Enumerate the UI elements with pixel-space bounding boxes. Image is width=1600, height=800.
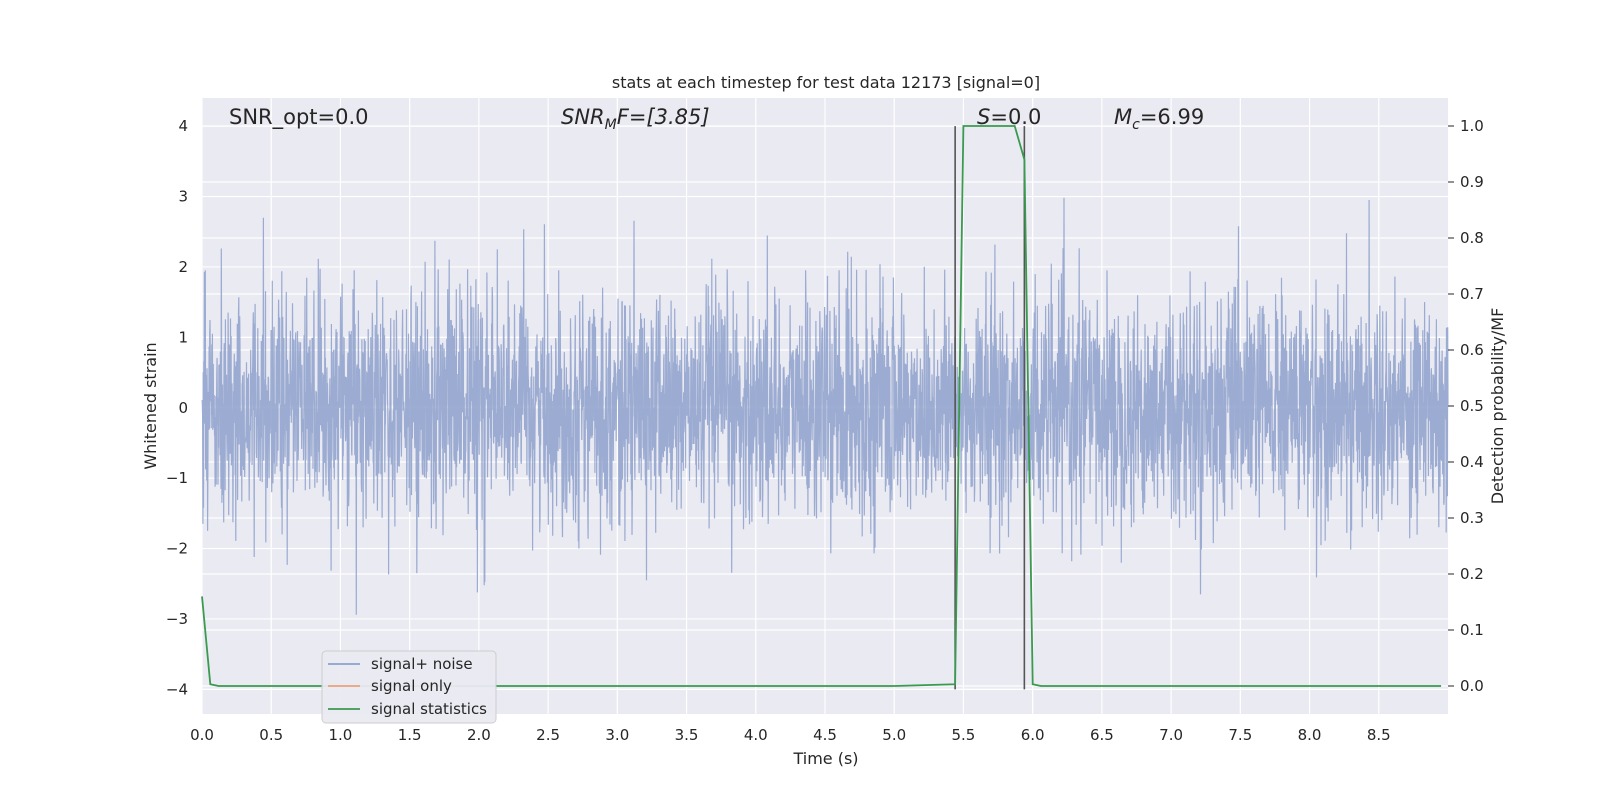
x-tick-label: 6.0 xyxy=(1021,726,1045,744)
y-right-tick-label: 0.5 xyxy=(1460,397,1484,415)
x-tick-label: 4.0 xyxy=(744,726,768,744)
y-axis-label: Whitened strain xyxy=(141,342,160,469)
y-right-tick-label: 0.4 xyxy=(1460,453,1484,471)
x-tick-label: 5.0 xyxy=(882,726,906,744)
y-right-tick-label: 0.8 xyxy=(1460,229,1484,247)
snr-mf-base: SNR xyxy=(561,105,605,129)
y-tick-label: 4 xyxy=(178,117,188,135)
x-tick-label: 6.5 xyxy=(1090,726,1114,744)
y-right-tick-label: 0.0 xyxy=(1460,677,1484,695)
chart-title: stats at each timestep for test data 121… xyxy=(612,73,1040,92)
y-right-tick-label: 1.0 xyxy=(1460,117,1484,135)
y-right-tick-label: 0.1 xyxy=(1460,621,1484,639)
x-tick-labels: 0.0 0.5 1.0 1.5 2.0 2.5 3.0 3.5 4.0 4.5 5.0 5.5 6.0 6… xyxy=(190,726,1391,744)
x-tick-label: 7.0 xyxy=(1159,726,1183,744)
y-right-tick-labels: 1.0 0.9 0.8 0.7 0.6 0.5 0.4 0.3 0.2 0.1 0.0 xyxy=(1448,117,1484,695)
legend-box xyxy=(321,650,497,724)
mc-sub: c xyxy=(1132,117,1140,133)
legend-label-signal-statistics: signal statistics xyxy=(371,700,487,718)
s-annotation: S=0.0 xyxy=(977,105,1041,129)
x-tick-label: 3.5 xyxy=(675,726,699,744)
y-tick-label: −4 xyxy=(166,680,188,698)
y-tick-label: 3 xyxy=(178,188,188,206)
y-tick-label: −2 xyxy=(166,540,188,558)
y-tick-label: 2 xyxy=(178,258,188,276)
signal-statistics-line xyxy=(201,125,1442,687)
x-tick-label: 0.0 xyxy=(190,726,214,744)
y-tick-label: −3 xyxy=(166,610,188,628)
y-right-tick-label: 0.7 xyxy=(1460,285,1484,303)
y-right-tick-label: 0.3 xyxy=(1460,509,1484,527)
x-tick-label: 1.5 xyxy=(398,726,422,744)
snr-mf-annotation: SNRMF=[3.85] xyxy=(561,105,710,133)
legend: signal+ noise signal only signal statist… xyxy=(321,650,497,724)
y-right-tick-label: 0.2 xyxy=(1460,565,1484,583)
legend-label-signal-noise: signal+ noise xyxy=(371,655,473,673)
snr-mf-sub: M xyxy=(605,117,617,133)
x-tick-label: 5.5 xyxy=(952,726,976,744)
vertical-markers xyxy=(954,126,1026,690)
s-rest: =0.0 xyxy=(990,105,1041,129)
s-italic: S xyxy=(977,105,990,129)
y-right-tick-label: 0.6 xyxy=(1460,341,1484,359)
signal-noise-line xyxy=(201,197,1449,615)
y-right-axis-label: Detection probability/MF xyxy=(1488,308,1507,505)
y-tick-labels: 4 3 2 1 0 −1 −2 −3 −4 xyxy=(166,117,188,698)
x-tick-label: 3.0 xyxy=(605,726,629,744)
mc-base: M xyxy=(1114,105,1132,129)
y-tick-label: 1 xyxy=(178,328,188,346)
y-tick-label: −1 xyxy=(166,469,188,487)
x-tick-label: 2.0 xyxy=(467,726,491,744)
signal-noise-series xyxy=(201,197,1449,615)
x-tick-label: 8.0 xyxy=(1298,726,1322,744)
x-tick-label: 8.5 xyxy=(1367,726,1391,744)
x-tick-label: 0.5 xyxy=(259,726,283,744)
y-right-tick-label: 0.9 xyxy=(1460,173,1484,191)
snr-mf-rest: F=[3.85] xyxy=(617,105,710,129)
x-tick-label: 2.5 xyxy=(536,726,560,744)
mc-annotation: Mc=6.99 xyxy=(1114,105,1204,133)
mc-rest: =6.99 xyxy=(1140,105,1204,129)
x-tick-label: 7.5 xyxy=(1228,726,1252,744)
legend-label-signal-only: signal only xyxy=(371,677,452,695)
x-tick-label: 4.5 xyxy=(813,726,837,744)
signal-statistics-series xyxy=(201,125,1442,687)
y-tick-label: 0 xyxy=(178,399,188,417)
x-tick-label: 1.0 xyxy=(329,726,353,744)
snr-opt-annotation: SNR_opt=0.0 xyxy=(229,105,369,130)
x-axis-label: Time (s) xyxy=(792,749,858,768)
